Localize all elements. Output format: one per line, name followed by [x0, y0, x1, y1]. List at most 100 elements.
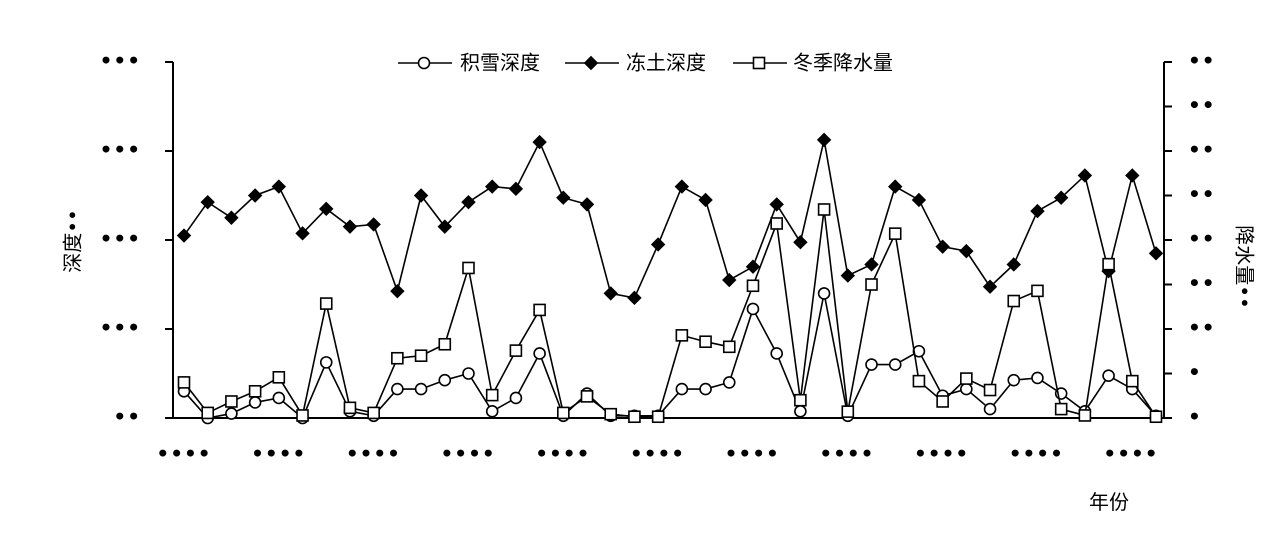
data-point: [557, 406, 570, 420]
data-point: [912, 374, 926, 388]
data-point: [982, 279, 998, 294]
data-point: [272, 371, 286, 384]
legend: 积雪深度 冻土深度 冬季降水量: [398, 51, 893, 75]
data-point: [722, 340, 736, 354]
data-point: [794, 405, 807, 418]
data-point: [414, 349, 428, 363]
data-point: [224, 210, 239, 225]
legend-marker: [417, 56, 431, 70]
data-point: [367, 406, 380, 420]
data-point: [816, 132, 832, 148]
legend-marker: [583, 55, 599, 71]
data-point: [745, 259, 761, 274]
data-point: [722, 376, 736, 389]
x-tick-label: ••••: [725, 442, 780, 466]
x-tick-label: ••••: [251, 442, 306, 466]
data-point: [746, 302, 760, 316]
series-2: [177, 203, 1163, 424]
x-tick-label: ••••: [1009, 442, 1064, 466]
data-point: [462, 261, 475, 275]
data-point: [247, 188, 263, 203]
data-point: [603, 286, 618, 301]
data-point: [533, 303, 546, 317]
data-point: [770, 347, 783, 360]
x-tick-label: ••••: [535, 442, 590, 466]
y-right-tick-label: ••: [1188, 138, 1216, 162]
data-point: [342, 219, 358, 234]
y-right-tick-label: ••: [1188, 182, 1216, 206]
data-point: [627, 290, 642, 306]
legend-item: 冬季降水量: [733, 51, 893, 75]
data-point: [201, 406, 215, 420]
ticks-layer: •••••••••••••••••••••••••••••••••• •••• ••…: [100, 49, 1216, 466]
data-point: [413, 188, 429, 203]
data-point: [864, 257, 879, 272]
data-point: [769, 197, 784, 212]
data-point: [1031, 284, 1044, 298]
y-left-axis-title: 深度••: [61, 209, 85, 273]
data-point: [983, 383, 997, 397]
data-point: [319, 356, 333, 369]
data-point: [675, 382, 689, 396]
data-point: [271, 179, 287, 194]
data-point: [366, 217, 381, 232]
data-point: [675, 329, 689, 342]
y-left-tick-label: •••: [100, 138, 141, 162]
data-point: [1007, 373, 1021, 387]
data-point: [770, 217, 783, 230]
y-left-tick-label: ••: [113, 405, 141, 429]
legend-label: 冬季降水量: [793, 51, 893, 75]
data-point: [888, 179, 903, 194]
data-point: [461, 194, 476, 210]
data-point: [935, 239, 950, 254]
legend-item: 积雪深度: [398, 51, 540, 75]
data-point: [248, 396, 262, 409]
y-right-tick-label: ••: [1188, 227, 1216, 251]
data-point: [865, 278, 878, 291]
data-point: [1102, 257, 1115, 271]
legend-item: 冻土深度: [565, 51, 706, 75]
legend-marker: [752, 56, 766, 70]
data-point: [272, 391, 286, 405]
data-point: [437, 219, 452, 234]
y-left-tick-label: •••: [100, 49, 141, 73]
data-point: [1078, 409, 1092, 422]
data-point: [580, 390, 594, 403]
data-point: [533, 347, 546, 360]
data-point: [200, 194, 215, 210]
data-point: [793, 235, 808, 250]
series-line: [183, 139, 1157, 299]
data-point: [508, 181, 524, 197]
x-tick-label: ••••: [1103, 442, 1158, 466]
data-point: [509, 391, 523, 405]
data-point: [579, 197, 595, 212]
y-left-tick-label: •••: [100, 316, 141, 340]
data-point: [319, 297, 333, 310]
y-right-axis-title: 降水量••: [1233, 225, 1257, 309]
data-point: [1031, 371, 1044, 385]
data-point: [674, 179, 690, 194]
data-point: [794, 393, 807, 407]
data-point: [177, 376, 191, 389]
data-point: [699, 382, 712, 396]
data-point: [391, 382, 404, 396]
data-point: [888, 358, 902, 371]
y-right-tick-label: ••: [1188, 93, 1216, 117]
data-point: [817, 203, 831, 216]
x-axis-title: 年份: [1089, 490, 1129, 514]
data-point: [295, 226, 310, 241]
data-point: [296, 409, 309, 422]
data-point: [817, 287, 831, 300]
y-right-tick-label: ••: [1188, 271, 1216, 295]
x-tick-label: ••••: [156, 442, 211, 466]
data-point: [698, 192, 713, 208]
data-point: [485, 388, 499, 402]
x-tick-label: ••••: [914, 442, 969, 466]
data-point: [1054, 402, 1068, 416]
x-tick-label: ••••: [441, 442, 496, 466]
data-point: [462, 367, 475, 380]
data-point: [225, 395, 238, 408]
data-point: [391, 351, 404, 365]
data-point: [840, 268, 856, 283]
